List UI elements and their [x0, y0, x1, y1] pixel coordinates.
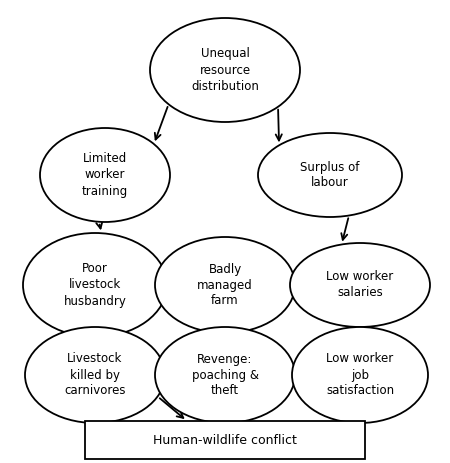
Bar [85, 421, 365, 459]
FancyArrowPatch shape [155, 107, 167, 139]
Text: Human-wildlife conflict: Human-wildlife conflict [153, 433, 297, 446]
Text: Unequal
resource
distribution: Unequal resource distribution [191, 48, 259, 93]
Ellipse shape [290, 243, 430, 327]
FancyArrowPatch shape [160, 398, 183, 418]
Text: Limited
worker
training: Limited worker training [82, 152, 128, 198]
Ellipse shape [150, 18, 300, 122]
Ellipse shape [155, 327, 295, 423]
Ellipse shape [25, 327, 165, 423]
Ellipse shape [258, 133, 402, 217]
FancyArrowPatch shape [287, 372, 295, 378]
FancyArrowPatch shape [284, 282, 298, 288]
FancyArrowPatch shape [341, 218, 348, 240]
Text: Poor
livestock
husbandry: Poor livestock husbandry [63, 263, 126, 307]
Text: Low worker
salaries: Low worker salaries [326, 270, 394, 300]
FancyArrowPatch shape [222, 423, 228, 429]
Text: Revenge:
poaching &
theft: Revenge: poaching & theft [192, 352, 258, 398]
FancyArrowPatch shape [276, 110, 282, 140]
Text: Surplus of
labour: Surplus of labour [300, 161, 360, 189]
Ellipse shape [155, 237, 295, 333]
FancyArrowPatch shape [156, 282, 162, 288]
Ellipse shape [292, 327, 428, 423]
Text: Low worker
job
satisfaction: Low worker job satisfaction [326, 352, 394, 398]
FancyArrowPatch shape [92, 332, 98, 338]
Text: Badly
managed
farm: Badly managed farm [197, 263, 253, 307]
FancyArrowPatch shape [96, 222, 102, 229]
Ellipse shape [23, 233, 167, 337]
Text: Livestock
killed by
carnivores: Livestock killed by carnivores [64, 352, 126, 398]
FancyArrowPatch shape [154, 372, 160, 378]
Ellipse shape [40, 128, 170, 222]
